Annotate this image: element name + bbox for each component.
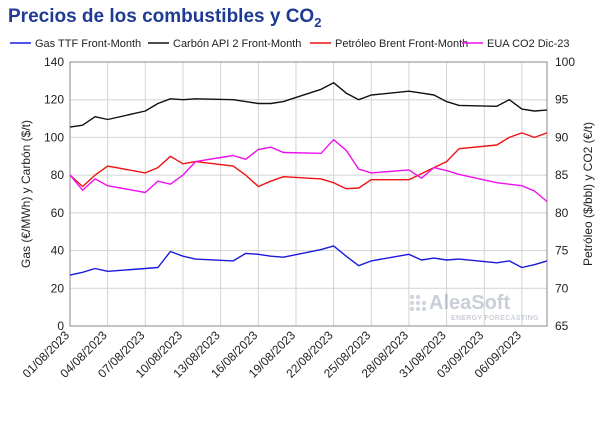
legend-label: Carbón API 2 Front-Month <box>173 38 301 50</box>
grid <box>69 61 547 327</box>
y-axis-right: 65 70 75 80 85 90 95 100 <box>555 55 575 333</box>
legend-label: Gas TTF Front-Month <box>35 38 141 50</box>
chart-title: Precios de los combustibles y CO2 <box>8 6 321 30</box>
legend-label: EUA CO2 Dic-23 <box>487 38 570 50</box>
y-left-tick-label: 40 <box>51 244 65 258</box>
y-axis-right-label: Petróleo ($/bbl) y CO2 (€/t) <box>581 122 595 266</box>
y-left-tick-label: 80 <box>51 168 65 182</box>
chart-title-text: Precios de los combustibles y CO <box>8 6 314 27</box>
aleasoft-logo: AleaSoft ENERGY FORECASTING <box>409 292 539 322</box>
y-right-tick-label: 65 <box>555 319 569 333</box>
legend-item: Petróleo Brent Front-Month <box>310 38 468 50</box>
series-line-0 <box>69 245 548 276</box>
y-axis-left: 0 20 40 60 80 100 120 140 <box>44 55 64 333</box>
legend: Gas TTF Front-Month Carbón API 2 Front-Mo… <box>10 38 570 50</box>
y-right-tick-label: 75 <box>555 244 569 258</box>
y-left-tick-label: 140 <box>44 55 64 69</box>
y-right-tick-label: 100 <box>555 55 575 69</box>
series-line-1 <box>69 82 548 128</box>
y-left-tick-label: 60 <box>51 206 65 220</box>
plot-frame <box>69 61 548 327</box>
y-left-tick-label: 100 <box>44 130 64 144</box>
series-line-3 <box>69 139 548 203</box>
legend-item: Carbón API 2 Front-Month <box>148 38 301 50</box>
y-left-tick-label: 20 <box>51 281 65 295</box>
series-lines <box>69 82 548 276</box>
chart-title-subscript: 2 <box>314 15 321 30</box>
y-right-tick-label: 70 <box>555 281 569 295</box>
legend-item: EUA CO2 Dic-23 <box>462 38 570 50</box>
y-right-tick-label: 80 <box>555 206 569 220</box>
y-right-tick-label: 95 <box>555 93 569 107</box>
x-axis: 01/08/202304/08/202307/08/202310/08/2023… <box>20 328 524 381</box>
watermark-tagline: ENERGY FORECASTING <box>451 315 539 322</box>
series-line-2 <box>69 132 548 190</box>
watermark-brand: AleaSoft <box>429 292 510 314</box>
y-left-tick-label: 120 <box>44 93 64 107</box>
legend-item: Gas TTF Front-Month <box>10 38 141 50</box>
legend-label: Petróleo Brent Front-Month <box>335 38 468 50</box>
aleasoft-logo-mark <box>409 294 427 312</box>
y-right-tick-label: 85 <box>555 168 569 182</box>
y-left-tick-label: 0 <box>57 319 64 333</box>
y-right-tick-label: 90 <box>555 130 569 144</box>
y-axis-left-label: Gas (€/MWh) y Carbón ($/t) <box>19 120 33 268</box>
